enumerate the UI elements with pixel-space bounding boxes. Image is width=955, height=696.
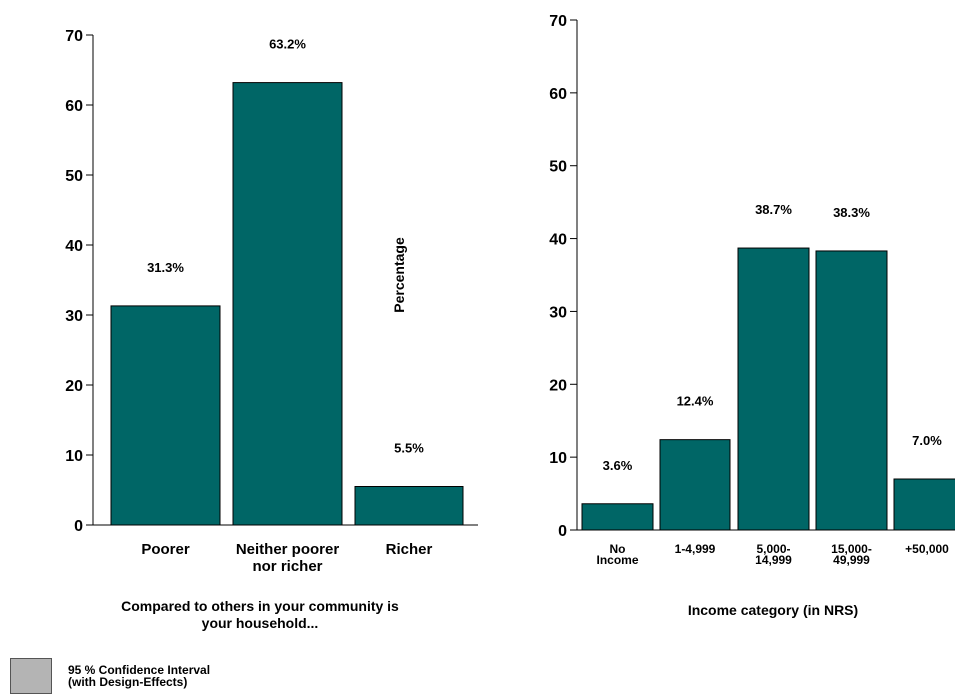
- bar: [354, 486, 464, 526]
- y-axis-label: Percentage: [391, 237, 407, 313]
- x-tick-label: +50,000: [905, 542, 949, 556]
- x-tick-label: Richer: [386, 541, 433, 558]
- y-tick-label: 0: [74, 518, 83, 535]
- x-axis-label: Income category (in NRS): [688, 602, 858, 618]
- legend-label: 95 % Confidence Interval (with Design-Ef…: [68, 664, 210, 688]
- y-tick-label: 70: [65, 28, 83, 45]
- y-tick-label: 20: [549, 377, 567, 394]
- y-tick-label: 30: [549, 304, 567, 321]
- x-tick-label: No Income: [596, 542, 638, 567]
- chart-right: 3.6% 12.4% 38.7% 38.3% 7.0% 0 10 20 30 40 50 60 70 No…: [549, 13, 955, 618]
- bar: [659, 439, 731, 531]
- bar: [893, 478, 955, 531]
- y-tick-label: 60: [549, 86, 567, 103]
- bar: [232, 82, 343, 526]
- x-tick-label: Neither poorer nor richer: [236, 541, 340, 575]
- data-label: 5.5%: [394, 441, 424, 456]
- y-tick-label: 10: [65, 448, 83, 465]
- y-tick-label: 40: [549, 232, 567, 249]
- y-tick-label: 70: [549, 13, 567, 30]
- y-tick-label: 20: [65, 378, 83, 395]
- data-label: 3.6%: [603, 458, 633, 473]
- data-label: 38.3%: [833, 205, 870, 220]
- data-label: 7.0%: [912, 433, 942, 448]
- data-label: 38.7%: [755, 202, 792, 217]
- y-tick-label: 0: [558, 523, 567, 540]
- legend-line-1: 95 % Confidence Interval: [68, 663, 211, 677]
- bar: [110, 305, 221, 526]
- legend-line-2: (with Design-Effects): [68, 675, 188, 689]
- y-tick-label: 30: [65, 308, 83, 325]
- bar: [737, 247, 810, 531]
- bar: [581, 503, 654, 531]
- chart-left: 31.3% 63.2% 5.5% 0 10 20 30 40 50 60 70 Poorer Neith…: [65, 28, 478, 631]
- y-tick-label: 40: [65, 238, 83, 255]
- legend-swatch: [10, 658, 52, 694]
- y-tick-label: 50: [65, 168, 83, 185]
- bar: [815, 250, 888, 531]
- data-label: 12.4%: [677, 394, 714, 409]
- y-tick-label: 50: [549, 159, 567, 176]
- x-tick-label: 1-4,999: [675, 542, 716, 556]
- y-tick-label: 60: [65, 98, 83, 115]
- y-tick-label: 10: [549, 450, 567, 467]
- x-axis-label: Compared to others in your community is y…: [121, 598, 399, 631]
- x-tick-label: Poorer: [141, 541, 190, 558]
- data-label: 31.3%: [147, 260, 184, 275]
- data-label: 63.2%: [269, 37, 306, 52]
- x-tick-label: 5,000-14,999: [755, 542, 792, 567]
- x-tick-label: 15,000-49,999: [831, 542, 872, 567]
